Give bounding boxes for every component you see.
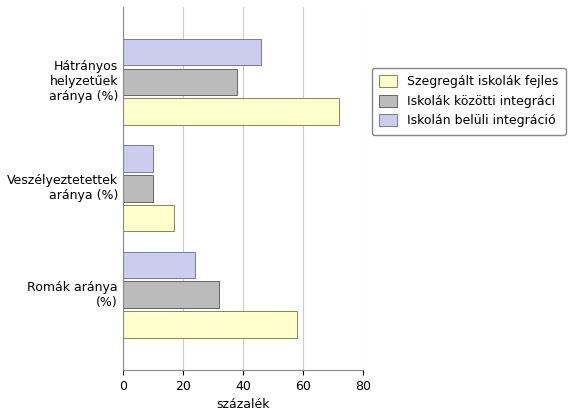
Bar bbox=[123, 311, 297, 338]
Bar bbox=[123, 175, 153, 201]
Bar bbox=[123, 252, 195, 278]
Legend: Szegregált iskolák fejles, Iskolák közötti integráci, Iskolán belüli integráció: Szegregált iskolák fejles, Iskolák közöt… bbox=[372, 68, 566, 135]
Bar bbox=[123, 281, 219, 308]
Bar bbox=[123, 145, 153, 172]
X-axis label: százalék: százalék bbox=[216, 398, 270, 411]
Bar bbox=[123, 99, 339, 125]
Bar bbox=[123, 69, 237, 95]
Bar bbox=[123, 205, 174, 232]
Bar bbox=[123, 39, 261, 66]
